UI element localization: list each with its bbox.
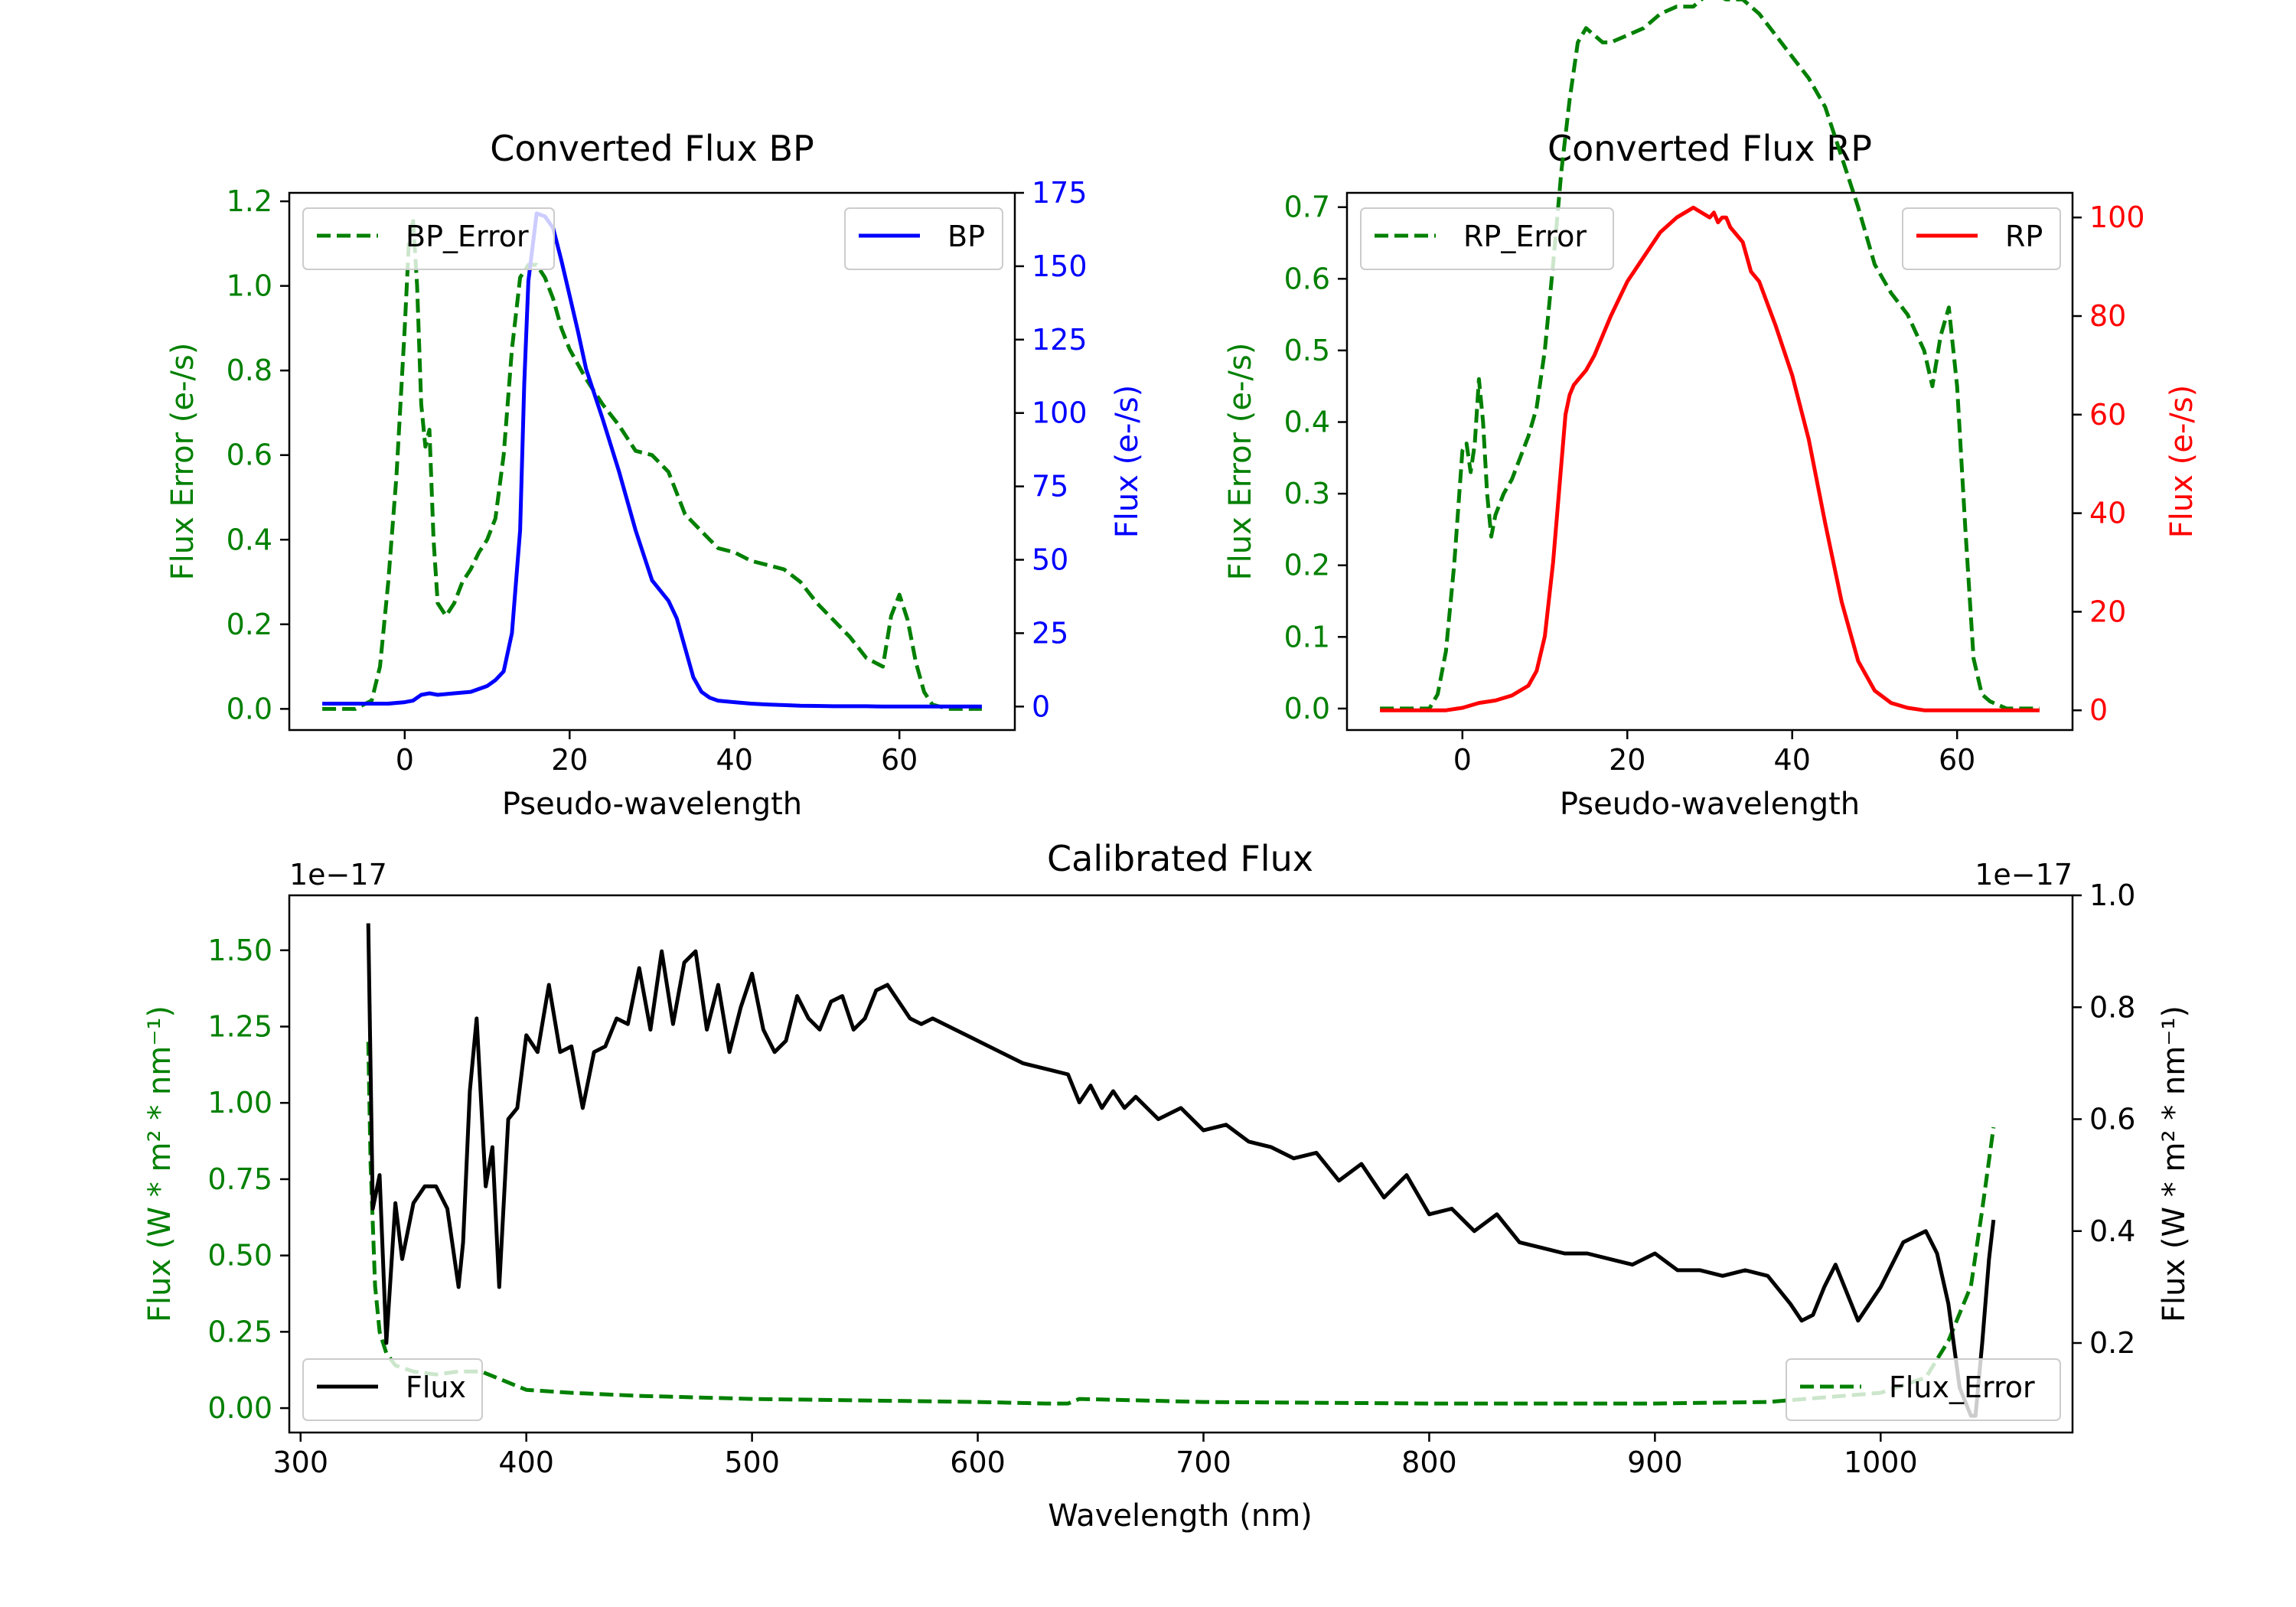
rp-marks xyxy=(1380,0,2040,712)
cal-left-ytick-label: 0.50 xyxy=(207,1239,272,1273)
bp-right-ytick-label: 0 xyxy=(1032,689,1050,723)
cal-right-offset: 1e−17 xyxy=(1975,858,2073,892)
cal-xtick-label: 500 xyxy=(724,1446,780,1479)
cal-xtick-label: 600 xyxy=(950,1446,1006,1479)
rp-xtick-label: 0 xyxy=(1453,743,1472,777)
bp-left-ytick-label: 0.8 xyxy=(227,354,272,387)
rp-left-ytick-label: 0.1 xyxy=(1284,620,1330,654)
bp-axes-frame xyxy=(288,191,1016,732)
cal-xtick-label: 900 xyxy=(1627,1446,1683,1479)
bp-right-ytick-label: 175 xyxy=(1032,176,1088,210)
bp-right-ytick-label: 25 xyxy=(1032,616,1068,650)
bp-left-ylabel: Flux Error (e-/s) xyxy=(165,343,201,581)
bp-series-bp-error xyxy=(322,216,982,711)
cal-left-offset: 1e−17 xyxy=(289,858,387,892)
cal-right-ytick-label: 0.6 xyxy=(2089,1103,2135,1136)
bp-marks xyxy=(322,211,982,711)
rp-xtick-label: 40 xyxy=(1774,743,1811,777)
rp-left-ytick-label: 0.7 xyxy=(1284,191,1330,224)
cal-left-ytick-label: 1.00 xyxy=(207,1086,272,1120)
cal-legend-flux-label: Flux xyxy=(406,1371,466,1404)
cal-xtick-label: 300 xyxy=(272,1446,328,1479)
bp-left-ytick-label: 1.0 xyxy=(227,269,272,303)
cal-legend-error-label: Flux_Error xyxy=(1889,1371,2035,1404)
rp-right-ylabel: Flux (e-/s) xyxy=(2164,385,2200,538)
bp-ticks: 0 20 40 60 0.0 0.2 0.4 0.6 0.8 1.0 1.2 0 25 50 75 100 12… xyxy=(227,176,1088,777)
rp-right-ytick-label: 80 xyxy=(2089,299,2126,333)
bp-left-ytick-label: 0.2 xyxy=(227,608,272,641)
cal-left-ytick-label: 0.25 xyxy=(207,1315,272,1348)
rp-xtick-label: 60 xyxy=(1939,743,1975,777)
rp-legend-flux-box xyxy=(1902,207,2061,270)
cal-right-ytick-label: 0.4 xyxy=(2089,1214,2135,1248)
cal-xtick-label: 1000 xyxy=(1844,1446,1918,1479)
bp-left-ytick-label: 1.2 xyxy=(227,184,272,218)
cal-xtick-label: 400 xyxy=(498,1446,554,1479)
rp-left-ytick-label: 0.4 xyxy=(1284,406,1330,439)
bp-xtick-label: 20 xyxy=(551,743,588,777)
cal-left-ylabel: Flux (W * m² * nm⁻¹) xyxy=(142,1006,178,1322)
bp-xtick-label: 60 xyxy=(881,743,918,777)
bp-right-ytick-label: 50 xyxy=(1032,543,1068,577)
rp-left-ytick-label: 0.3 xyxy=(1284,477,1330,510)
cal-xtick-label: 800 xyxy=(1401,1446,1457,1479)
bp-legend-error-label: BP_Error xyxy=(406,220,529,253)
cal-left-ytick-label: 1.25 xyxy=(207,1010,272,1044)
rp-legend-error-box xyxy=(1360,207,1614,270)
bp-xlabel: Pseudo-wavelength xyxy=(502,787,802,822)
cal-left-ytick-label: 0.00 xyxy=(207,1391,272,1425)
bp-right-ytick-label: 150 xyxy=(1032,249,1088,283)
cal-series-flux xyxy=(366,923,1996,1418)
bp-right-ylabel: Flux (e-/s) xyxy=(1110,385,1145,538)
rp-legend-error-label: RP_Error xyxy=(1463,220,1587,253)
rp-left-ytick-label: 0.2 xyxy=(1284,549,1330,582)
rp-left-ytick-label: 0.5 xyxy=(1284,334,1330,367)
bp-legend-flux-label: BP xyxy=(947,220,985,253)
cal-xtick-label: 700 xyxy=(1176,1446,1231,1479)
bp-right-ytick-label: 125 xyxy=(1032,323,1088,357)
bp-right-ytick-label: 75 xyxy=(1032,470,1068,504)
rp-ticks: 0 20 40 60 0.0 0.1 0.2 0.3 0.4 0.5 0.6 0.7 0 20 40 60 80… xyxy=(1284,191,2145,777)
cal-ticks: 300 400 500 600 700 800 900 1000 0.00 0.25 0.50 0.7… xyxy=(207,878,2135,1479)
cal-legend-error-box xyxy=(1786,1358,2061,1421)
panel-calibrated: Calibrated Flux 300 400 500 600 700 800 900 100… xyxy=(142,838,2192,1534)
cal-left-ytick-label: 0.75 xyxy=(207,1162,272,1196)
rp-left-ytick-label: 0.0 xyxy=(1284,692,1330,725)
rp-xlabel: Pseudo-wavelength xyxy=(1560,787,1860,822)
bp-xtick-label: 40 xyxy=(716,743,753,777)
rp-right-ytick-label: 0 xyxy=(2089,693,2108,727)
bp-left-ytick-label: 0.6 xyxy=(227,438,272,472)
cal-right-ytick-label: 0.8 xyxy=(2089,990,2135,1024)
bp-legend-flux-box xyxy=(844,207,1003,270)
panel-bp: Converted Flux BP 0 20 40 60 0.0 0.2 0.4 0.6 0.8… xyxy=(165,128,1145,822)
bp-left-ytick-label: 0.4 xyxy=(227,523,272,556)
cal-right-ytick-label: 0.2 xyxy=(2089,1326,2135,1360)
cal-xlabel: Wavelength (nm) xyxy=(1048,1498,1313,1534)
rp-left-ylabel: Flux Error (e-/s) xyxy=(1223,343,1258,581)
rp-right-ytick-label: 20 xyxy=(2089,595,2126,628)
bp-left-ytick-label: 0.0 xyxy=(227,692,272,725)
bp-legend-error-box xyxy=(302,207,555,270)
rp-xtick-label: 20 xyxy=(1609,743,1645,777)
rp-right-ytick-label: 100 xyxy=(2089,200,2145,234)
rp-right-ytick-label: 60 xyxy=(2089,398,2126,432)
cal-title: Calibrated Flux xyxy=(1047,838,1313,879)
bp-xtick-label: 0 xyxy=(396,743,414,777)
cal-legend-flux-box xyxy=(302,1358,483,1421)
rp-axes-frame xyxy=(1345,191,2074,732)
rp-legend-flux-label: RP xyxy=(2005,220,2043,253)
cal-right-ytick-label: 1.0 xyxy=(2089,878,2135,912)
bp-right-ytick-label: 100 xyxy=(1032,396,1088,430)
rp-left-ytick-label: 0.6 xyxy=(1284,262,1330,295)
cal-left-ytick-label: 1.50 xyxy=(207,934,272,967)
cal-axes-frame xyxy=(288,894,2074,1434)
bp-series-bp xyxy=(322,211,982,709)
bp-title: Converted Flux BP xyxy=(490,128,814,169)
panel-rp: Converted Flux RP 0 20 40 60 0.0 0.1 0.2 0.3 0.4… xyxy=(1223,0,2200,822)
rp-right-ytick-label: 40 xyxy=(2089,497,2126,530)
rp-title: Converted Flux RP xyxy=(1548,128,1872,169)
rp-series-rp xyxy=(1380,205,2040,712)
cal-right-ylabel: Flux (W * m² * nm⁻¹) xyxy=(2157,1006,2192,1322)
